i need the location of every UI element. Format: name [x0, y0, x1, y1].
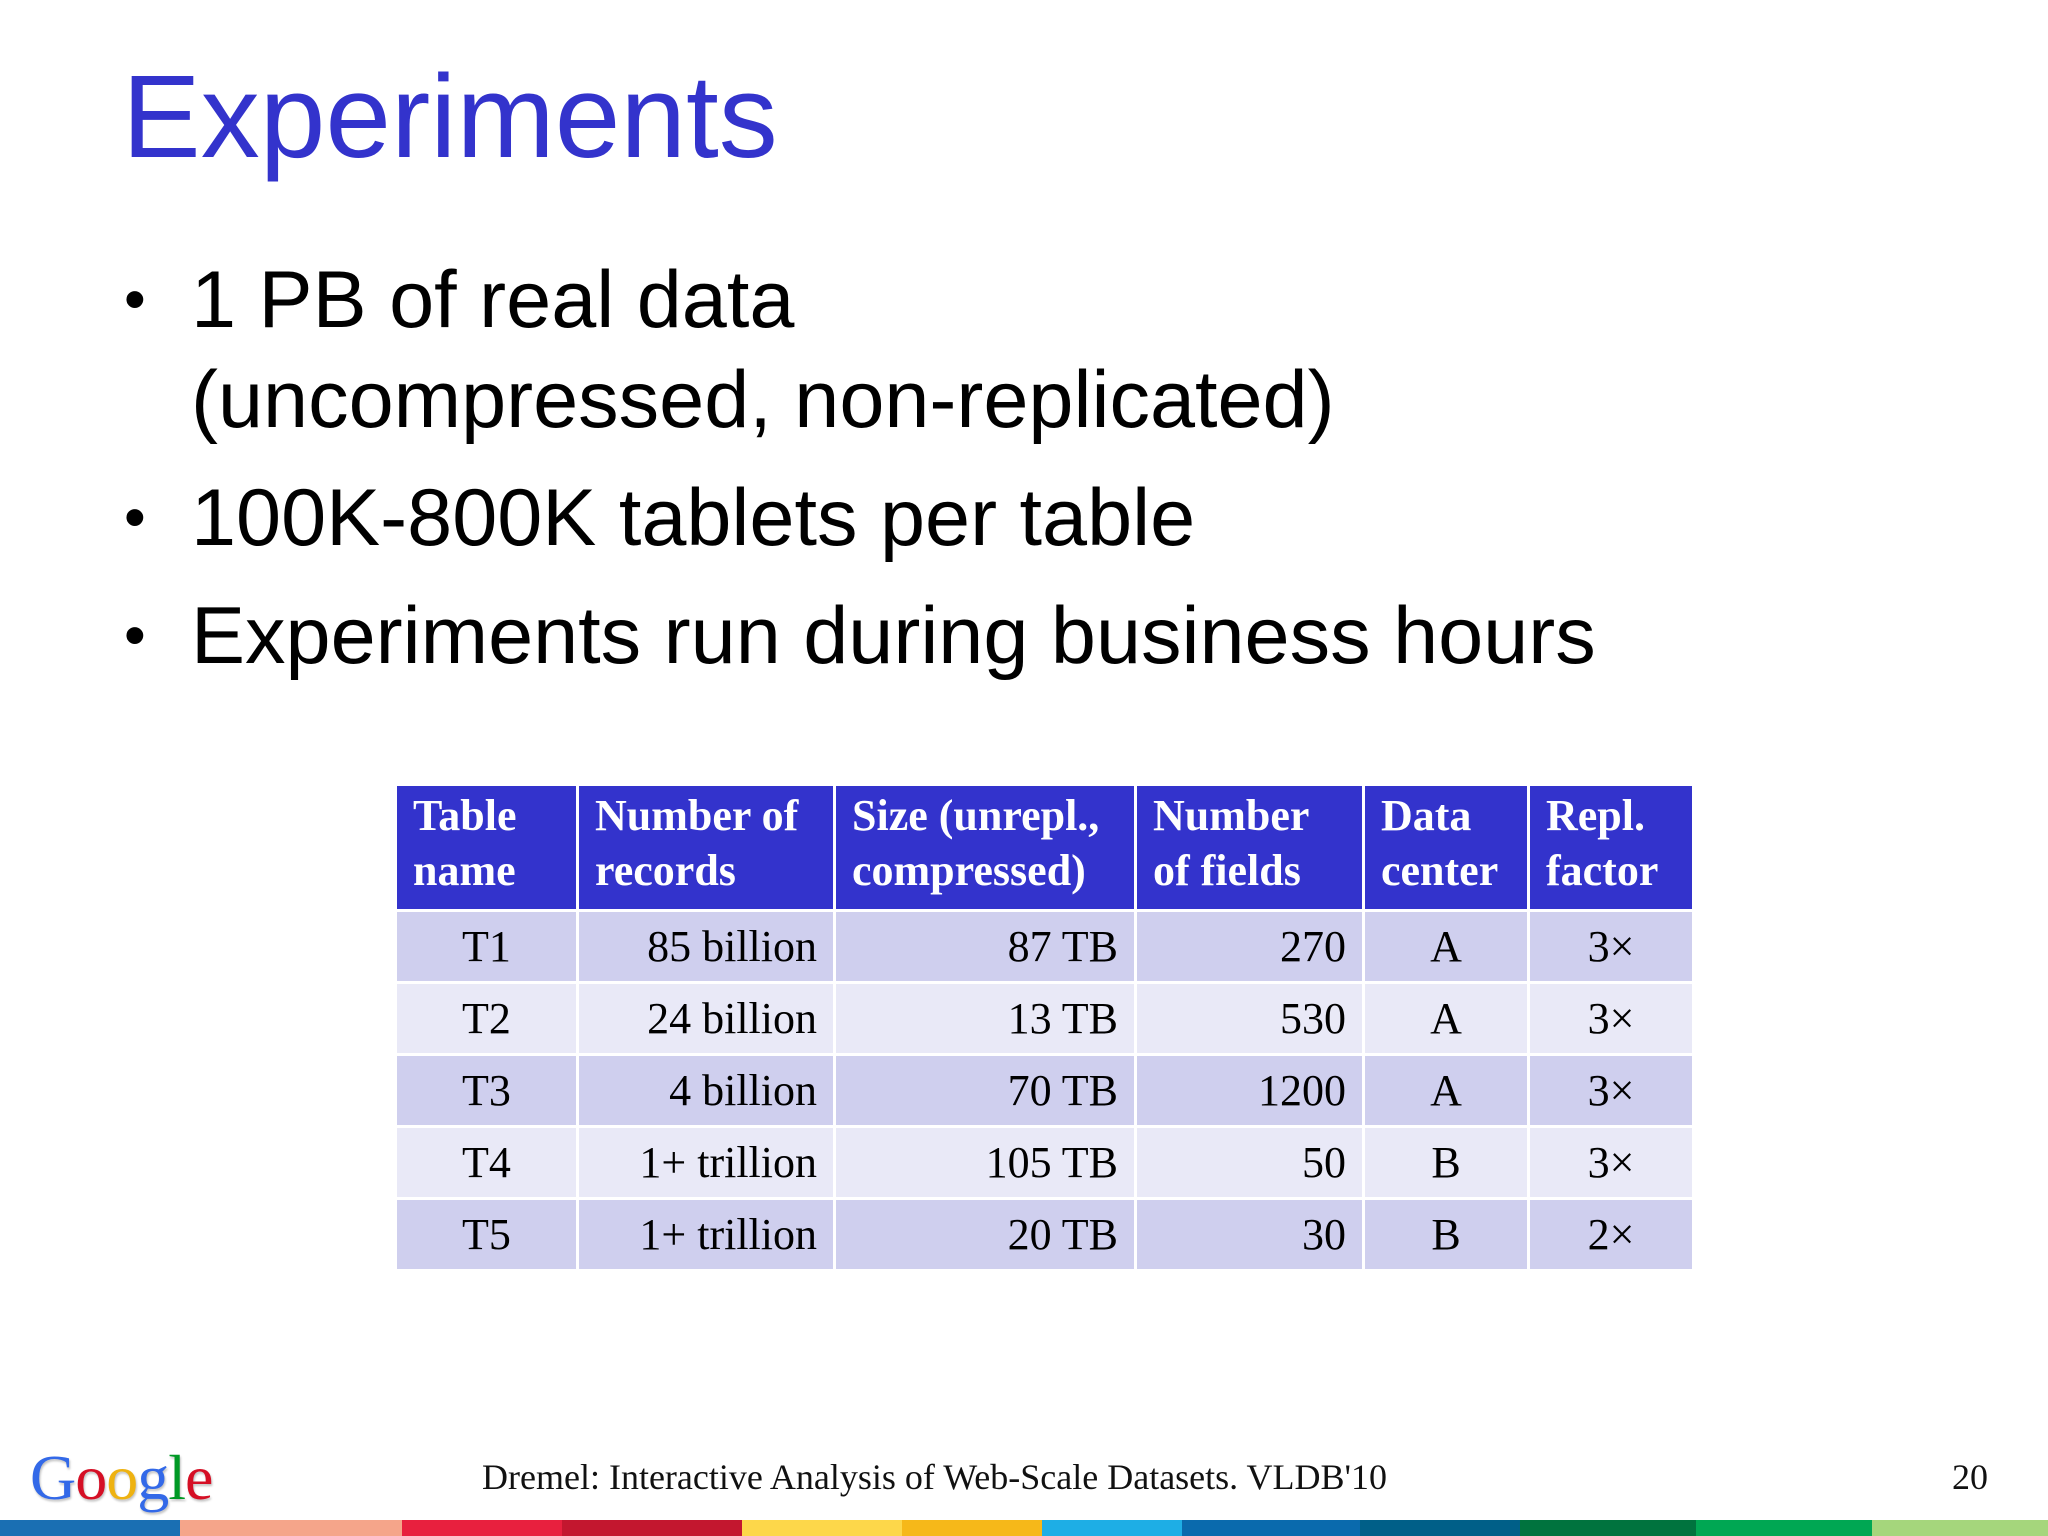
header-size: Size (unrepl., compressed) — [833, 783, 1137, 912]
cell-fields: 50 — [1134, 1125, 1365, 1200]
cell-table-name: T4 — [394, 1125, 579, 1200]
table-row: T5 1+ trillion 20 TB 30 B 2× — [394, 1197, 1695, 1272]
cell-fields: 270 — [1134, 909, 1365, 984]
footer-citation: Dremel: Interactive Analysis of Web-Scal… — [482, 1457, 1388, 1497]
cell-data-center: A — [1362, 981, 1530, 1056]
bullet-item: • Experiments run during business hours — [122, 586, 1596, 686]
logo-letter: g — [137, 1442, 169, 1513]
color-bar-segment — [180, 1520, 402, 1536]
table-row: T3 4 billion 70 TB 1200 A 3× — [394, 1053, 1695, 1128]
header-number-of-records: Number of records — [576, 783, 836, 912]
cell-table-name: T1 — [394, 909, 579, 984]
color-bar-segment — [1696, 1520, 1872, 1536]
color-bar-segment — [1872, 1520, 2048, 1536]
cell-size: 20 TB — [833, 1197, 1137, 1272]
logo-letter: e — [185, 1442, 213, 1513]
header-data-center: Data center — [1362, 783, 1530, 912]
color-bar-segment — [0, 1520, 180, 1536]
logo-letter: o — [106, 1442, 138, 1513]
color-bar-segment — [1360, 1520, 1520, 1536]
table-row: T2 24 billion 13 TB 530 A 3× — [394, 981, 1695, 1056]
table-header-row: Table name Number of records Size (unrepl.… — [394, 783, 1695, 912]
cell-records: 1+ trillion — [576, 1125, 836, 1200]
header-number-of-fields: Number of fields — [1134, 783, 1365, 912]
cell-records: 24 billion — [576, 981, 836, 1056]
bullet-list: • 1 PB of real data (uncompressed, non-r… — [122, 250, 1596, 704]
table-row: T4 1+ trillion 105 TB 50 B 3× — [394, 1125, 1695, 1200]
cell-data-center: B — [1362, 1197, 1530, 1272]
header-table-name: Table name — [394, 783, 579, 912]
cell-fields: 530 — [1134, 981, 1365, 1056]
cell-table-name: T3 — [394, 1053, 579, 1128]
color-bar-segment — [562, 1520, 742, 1536]
bullet-text: Experiments run during business hours — [191, 591, 1596, 681]
bullet-continuation: (uncompressed, non-replicated) — [191, 355, 1335, 445]
cell-size: 105 TB — [833, 1125, 1137, 1200]
cell-size: 70 TB — [833, 1053, 1137, 1128]
slide-title: Experiments — [122, 51, 778, 183]
cell-repl-factor: 3× — [1527, 1125, 1695, 1200]
table-row: T1 85 billion 87 TB 270 A 3× — [394, 909, 1695, 984]
color-bar-segment — [1042, 1520, 1182, 1536]
bullet-text: 1 PB of real data — [191, 255, 795, 345]
cell-repl-factor: 3× — [1527, 909, 1695, 984]
page-number: 20 — [1952, 1457, 1988, 1497]
logo-letter: o — [75, 1442, 107, 1513]
cell-size: 13 TB — [833, 981, 1137, 1056]
color-bar-segment — [1182, 1520, 1360, 1536]
color-bar-segment — [742, 1520, 902, 1536]
bottom-color-bar — [0, 1520, 2048, 1536]
cell-data-center: A — [1362, 1053, 1530, 1128]
cell-records: 85 billion — [576, 909, 836, 984]
cell-size: 87 TB — [833, 909, 1137, 984]
cell-fields: 30 — [1134, 1197, 1365, 1272]
cell-records: 1+ trillion — [576, 1197, 836, 1272]
bullet-text: 100K-800K tablets per table — [191, 473, 1196, 563]
color-bar-segment — [902, 1520, 1042, 1536]
cell-data-center: A — [1362, 909, 1530, 984]
cell-fields: 1200 — [1134, 1053, 1365, 1128]
color-bar-segment — [1520, 1520, 1696, 1536]
cell-repl-factor: 2× — [1527, 1197, 1695, 1272]
cell-repl-factor: 3× — [1527, 1053, 1695, 1128]
color-bar-segment — [402, 1520, 562, 1536]
cell-repl-factor: 3× — [1527, 981, 1695, 1056]
cell-table-name: T2 — [394, 981, 579, 1056]
cell-table-name: T5 — [394, 1197, 579, 1272]
header-repl-factor: Repl. factor — [1527, 783, 1695, 912]
bullet-dot-icon: • — [124, 265, 146, 334]
logo-letter: l — [168, 1442, 186, 1513]
bullet-item: • 100K-800K tablets per table — [122, 468, 1596, 568]
datasets-table: Table name Number of records Size (unrepl.… — [394, 783, 1695, 1272]
bullet-dot-icon: • — [124, 483, 146, 552]
bullet-item: • 1 PB of real data (uncompressed, non-r… — [122, 250, 1596, 450]
bullet-dot-icon: • — [124, 601, 146, 670]
logo-letter: G — [30, 1442, 76, 1513]
cell-records: 4 billion — [576, 1053, 836, 1128]
cell-data-center: B — [1362, 1125, 1530, 1200]
google-logo: Google — [30, 1440, 213, 1516]
